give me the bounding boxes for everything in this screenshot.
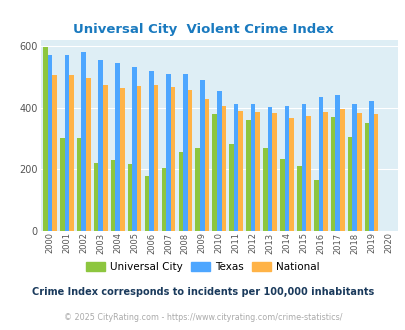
Bar <box>200 80 204 231</box>
Bar <box>284 106 288 231</box>
Bar <box>60 138 64 231</box>
Bar <box>356 113 361 231</box>
Bar <box>43 47 47 231</box>
Bar <box>132 67 136 231</box>
Text: Universal City  Violent Crime Index: Universal City Violent Crime Index <box>72 23 333 36</box>
Bar <box>119 88 124 231</box>
Bar <box>171 87 175 231</box>
Bar <box>98 60 103 231</box>
Bar <box>267 107 272 231</box>
Bar <box>81 52 86 231</box>
Bar <box>339 109 344 231</box>
Bar <box>373 114 377 231</box>
Bar <box>144 176 149 231</box>
Bar <box>250 104 255 231</box>
Bar <box>86 79 90 231</box>
Bar <box>330 117 335 231</box>
Bar <box>128 164 132 231</box>
Bar <box>322 112 327 231</box>
Bar <box>229 144 233 231</box>
Bar <box>77 138 81 231</box>
Bar <box>238 111 243 231</box>
Bar <box>166 74 171 231</box>
Bar <box>183 74 187 231</box>
Bar <box>111 160 115 231</box>
Text: Crime Index corresponds to incidents per 100,000 inhabitants: Crime Index corresponds to incidents per… <box>32 287 373 297</box>
Bar <box>288 118 293 231</box>
Bar <box>364 123 369 231</box>
Bar <box>212 114 216 231</box>
Bar <box>115 63 119 231</box>
Bar <box>313 180 318 231</box>
Bar <box>153 85 158 231</box>
Bar <box>64 55 69 231</box>
Legend: Universal City, Texas, National: Universal City, Texas, National <box>82 258 323 276</box>
Bar <box>272 113 276 231</box>
Bar <box>255 112 259 231</box>
Bar <box>204 99 209 231</box>
Bar <box>47 55 52 231</box>
Bar <box>279 159 284 231</box>
Bar <box>301 104 305 231</box>
Bar <box>296 166 301 231</box>
Bar <box>305 115 310 231</box>
Bar <box>103 85 107 231</box>
Bar <box>178 152 183 231</box>
Bar <box>262 148 267 231</box>
Bar <box>94 163 98 231</box>
Bar <box>335 95 339 231</box>
Bar <box>161 168 166 231</box>
Bar <box>195 148 200 231</box>
Bar <box>221 106 226 231</box>
Bar <box>369 101 373 231</box>
Bar <box>347 138 352 231</box>
Bar <box>69 75 74 231</box>
Bar <box>318 97 322 231</box>
Bar <box>52 75 57 231</box>
Bar <box>352 104 356 231</box>
Bar <box>149 71 153 231</box>
Bar <box>187 90 192 231</box>
Bar <box>233 104 238 231</box>
Bar <box>246 120 250 231</box>
Bar <box>136 86 141 231</box>
Bar <box>216 91 221 231</box>
Text: © 2025 CityRating.com - https://www.cityrating.com/crime-statistics/: © 2025 CityRating.com - https://www.city… <box>64 313 341 322</box>
